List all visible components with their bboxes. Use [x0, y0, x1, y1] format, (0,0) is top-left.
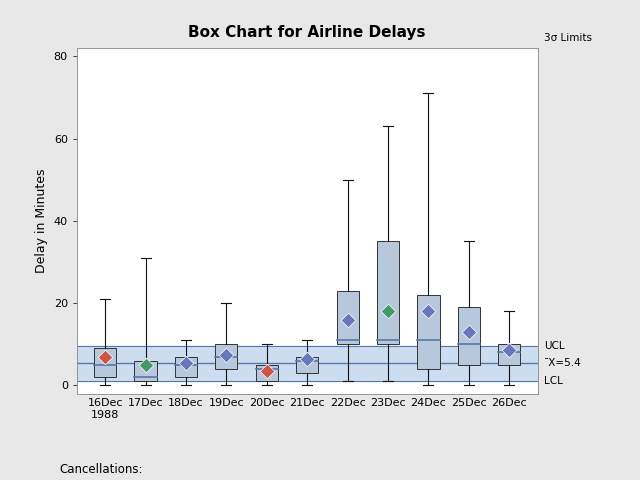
- Text: ¯X=5.4: ¯X=5.4: [544, 358, 582, 368]
- Text: UCL: UCL: [544, 341, 564, 351]
- Bar: [377, 241, 399, 344]
- Bar: [498, 344, 520, 365]
- Bar: [296, 357, 318, 373]
- Point: [140, 361, 150, 369]
- Point: [383, 308, 393, 315]
- Bar: [175, 357, 197, 377]
- Text: 3σ Limits: 3σ Limits: [544, 33, 592, 43]
- Point: [262, 367, 272, 375]
- Text: LCL: LCL: [544, 376, 563, 386]
- Point: [504, 347, 515, 354]
- Point: [464, 328, 474, 336]
- Point: [221, 351, 232, 359]
- Bar: [255, 365, 278, 381]
- Title: Box Chart for Airline Delays: Box Chart for Airline Delays: [188, 25, 426, 40]
- Bar: [215, 344, 237, 369]
- Bar: [458, 307, 480, 365]
- Bar: [134, 360, 157, 381]
- Legend: 0, 1, 2: 0, 1, 2: [45, 463, 157, 480]
- Bar: [94, 348, 116, 377]
- Point: [302, 355, 312, 362]
- Point: [423, 308, 433, 315]
- Point: [342, 316, 353, 324]
- Point: [100, 353, 110, 360]
- Bar: [337, 291, 359, 344]
- Y-axis label: Delay in Minutes: Delay in Minutes: [35, 168, 48, 273]
- Bar: [77, 346, 538, 381]
- Point: [181, 359, 191, 367]
- Bar: [417, 295, 440, 369]
